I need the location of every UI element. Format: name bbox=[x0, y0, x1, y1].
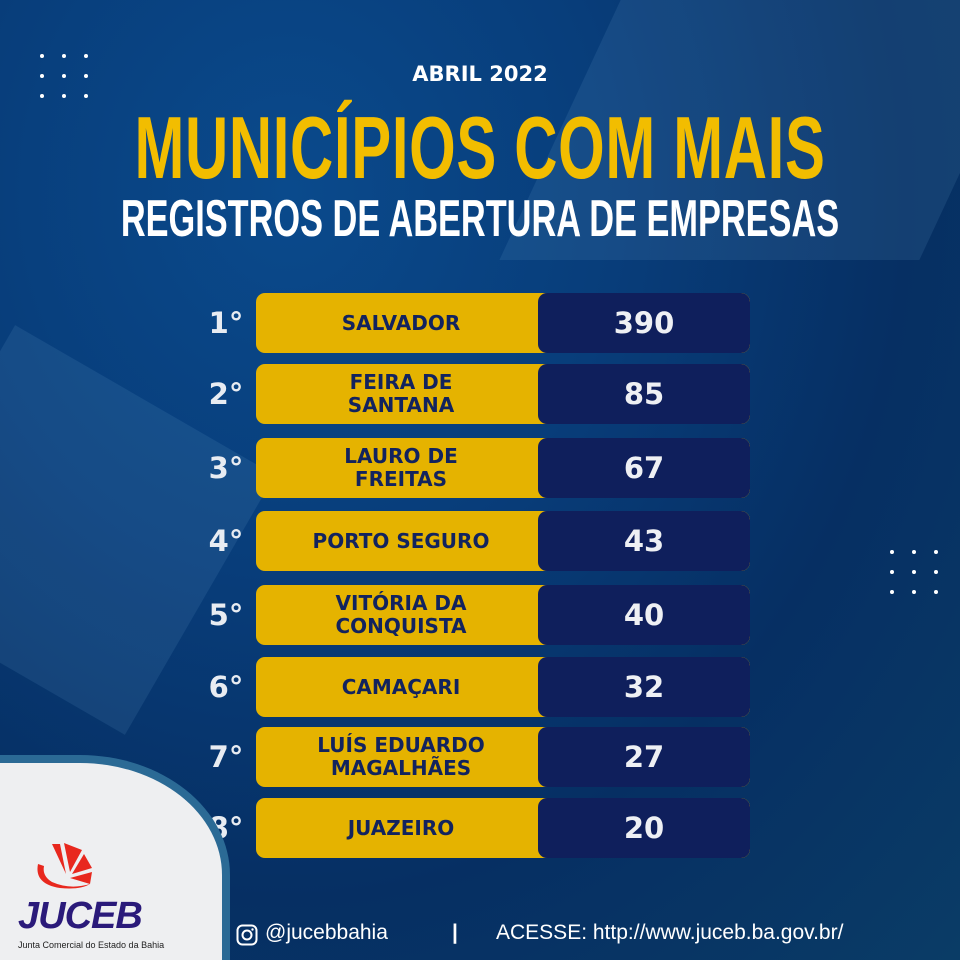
ranking-row: 2° FEIRA DE SANTANA 85 bbox=[200, 364, 750, 424]
municipality-name: JUAZEIRO bbox=[256, 798, 546, 858]
ranking-bar: LUÍS EDUARDO MAGALHÃES 27 bbox=[256, 727, 750, 787]
website-link[interactable]: ACESSE: http://www.juceb.ba.gov.br/ bbox=[496, 921, 844, 944]
municipality-name: PORTO SEGURO bbox=[256, 511, 546, 571]
decorative-dots bbox=[40, 54, 90, 98]
municipality-name-text: SALVADOR bbox=[341, 310, 461, 335]
rank-label: 5° bbox=[208, 598, 244, 632]
municipality-name-text: PORTO SEGURO bbox=[312, 528, 490, 553]
page-title: MUNICÍPIOS COM MAIS bbox=[134, 98, 826, 197]
ranking-bar: LAURO DE FREITAS 67 bbox=[256, 438, 750, 498]
registration-count: 20 bbox=[538, 798, 750, 858]
municipality-name: LUÍS EDUARDO MAGALHÃES bbox=[256, 727, 546, 787]
rank-label: 1° bbox=[208, 306, 244, 340]
registration-count: 390 bbox=[538, 293, 750, 353]
municipality-name-text: FEIRA DE SANTANA bbox=[347, 370, 455, 417]
registration-count: 85 bbox=[538, 364, 750, 424]
instagram-handle[interactable]: @jucebbahia bbox=[265, 921, 388, 944]
ranking-bar: JUAZEIRO 20 bbox=[256, 798, 750, 858]
juceb-logo-icon bbox=[37, 843, 92, 889]
municipality-name-text: LUÍS EDUARDO MAGALHÃES bbox=[317, 733, 485, 780]
ranking-row: 6° CAMAÇARI 32 bbox=[200, 657, 750, 717]
municipality-name-text: LAURO DE FREITAS bbox=[344, 444, 458, 491]
ranking-row: 3° LAURO DE FREITAS 67 bbox=[200, 438, 750, 498]
page-title-line2: REGISTROS DE ABERTURA DE EMPRESAS bbox=[120, 190, 840, 248]
municipality-name: CAMAÇARI bbox=[256, 657, 546, 717]
decorative-dots bbox=[890, 550, 940, 594]
rank-label: 4° bbox=[208, 524, 244, 558]
municipality-name: VITÓRIA DA CONQUISTA bbox=[256, 585, 546, 645]
ranking-bar: FEIRA DE SANTANA 85 bbox=[256, 364, 750, 424]
ranking-row: 5° VITÓRIA DA CONQUISTA 40 bbox=[200, 585, 750, 645]
ranking-row: 1° SALVADOR 390 bbox=[200, 293, 750, 353]
rank-label: 7° bbox=[208, 740, 244, 774]
ranking-row: 8° JUAZEIRO 20 bbox=[200, 798, 750, 858]
registration-count: 27 bbox=[538, 727, 750, 787]
rank-label: 3° bbox=[208, 451, 244, 485]
footer-separator: | bbox=[452, 921, 458, 944]
rank-label: 2° bbox=[208, 377, 244, 411]
ranking-row: 7° LUÍS EDUARDO MAGALHÃES 27 bbox=[200, 727, 750, 787]
subtitle: ABRIL 2022 bbox=[412, 62, 548, 86]
ranking-bar: VITÓRIA DA CONQUISTA 40 bbox=[256, 585, 750, 645]
logo-wordmark: JUCEB bbox=[18, 895, 143, 937]
registration-count: 32 bbox=[538, 657, 750, 717]
municipality-name: LAURO DE FREITAS bbox=[256, 438, 546, 498]
municipality-name-text: JUAZEIRO bbox=[347, 815, 455, 840]
registration-count: 40 bbox=[538, 585, 750, 645]
municipality-name: SALVADOR bbox=[256, 293, 546, 353]
ranking-bar: PORTO SEGURO 43 bbox=[256, 511, 750, 571]
municipality-name: FEIRA DE SANTANA bbox=[256, 364, 546, 424]
ranking-row: 4° PORTO SEGURO 43 bbox=[200, 511, 750, 571]
municipality-name-text: CAMAÇARI bbox=[341, 674, 461, 699]
registration-count: 43 bbox=[538, 511, 750, 571]
rank-label: 6° bbox=[208, 670, 244, 704]
ranking-bar: CAMAÇARI 32 bbox=[256, 657, 750, 717]
municipality-name-text: VITÓRIA DA CONQUISTA bbox=[335, 591, 467, 638]
ranking-bar: SALVADOR 390 bbox=[256, 293, 750, 353]
logo-tagline: Junta Comercial do Estado da Bahia bbox=[18, 940, 165, 950]
registration-count: 67 bbox=[538, 438, 750, 498]
instagram-icon bbox=[236, 924, 258, 946]
